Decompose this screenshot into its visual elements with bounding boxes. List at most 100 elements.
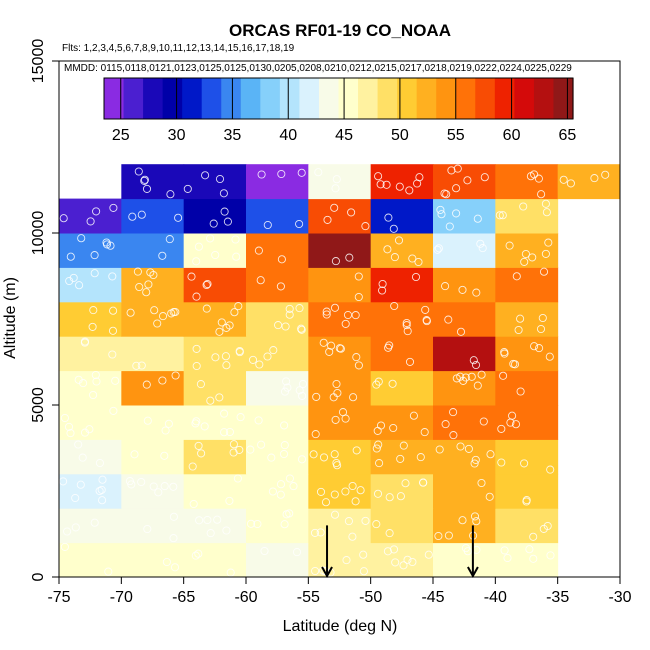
sample-point [137, 361, 146, 370]
heatmap-cell [370, 267, 434, 303]
chart-title: ORCAS RF01-19 CO_NOAA [229, 21, 451, 40]
sample-point [183, 184, 192, 193]
sample-point [71, 523, 80, 532]
x-tick-label: -65 [172, 589, 195, 606]
sample-point [146, 268, 155, 277]
sample-point [277, 169, 286, 179]
sample-point [323, 215, 332, 224]
sample-point [329, 393, 338, 402]
sample-point [445, 222, 454, 231]
sample-point [263, 220, 272, 230]
sample-point [434, 531, 443, 541]
sample-point [390, 301, 399, 311]
sample-point [348, 481, 357, 491]
colorbar-swatch [514, 78, 535, 119]
sample-point [521, 249, 530, 259]
sample-point [499, 371, 508, 380]
colorbar-tick-label: 25 [112, 127, 130, 144]
sample-point [90, 269, 99, 278]
heatmap-cell [370, 370, 434, 406]
sample-point [223, 217, 232, 226]
sample-point [395, 182, 404, 191]
sample-point [86, 217, 95, 226]
heatmap-cell [121, 267, 185, 303]
heatmap-cell [59, 233, 122, 268]
sample-point [109, 306, 118, 315]
heatmap-cell [246, 405, 309, 440]
x-tick-label: -50 [359, 589, 382, 606]
sample-point [372, 520, 381, 529]
sample-point [297, 455, 307, 464]
sample-point [534, 174, 543, 183]
sample-point [260, 546, 269, 556]
sample-point [108, 350, 117, 359]
x-tick-label: -40 [484, 589, 507, 606]
sample-point [171, 371, 180, 380]
sample-point [280, 520, 289, 529]
sample-point [351, 311, 360, 320]
sample-point [66, 252, 75, 261]
sample-point [153, 319, 162, 328]
heatmap-cell [433, 336, 496, 372]
sample-point [415, 173, 424, 182]
sample-point [354, 361, 363, 370]
heatmap-cell [121, 233, 185, 268]
sample-point [538, 313, 547, 323]
sample-point [143, 416, 152, 425]
heatmap-cell [308, 233, 372, 268]
sample-point [285, 310, 294, 319]
heatmap-cell [433, 473, 496, 509]
heatmap-cell [370, 336, 434, 372]
sample-point [231, 235, 240, 244]
heatmap-cell [183, 267, 247, 303]
sample-point [435, 445, 444, 454]
sample-point [206, 529, 215, 538]
sample-point [385, 493, 394, 502]
sample-point [477, 478, 486, 488]
colorbar-swatch [182, 78, 203, 119]
sample-point [222, 323, 231, 332]
sample-point [505, 241, 514, 250]
sample-point [142, 288, 151, 297]
sample-point [469, 356, 478, 365]
colorbar-tick-label: 60 [503, 127, 521, 144]
sample-point [285, 474, 294, 483]
sample-point [420, 428, 429, 437]
heatmap-cell [370, 508, 434, 544]
sample-point [279, 449, 289, 459]
colorbar-swatch [318, 78, 340, 119]
sample-point [449, 408, 458, 417]
sample-point [188, 462, 197, 471]
sample-point [375, 459, 384, 468]
sample-point [289, 482, 298, 491]
sample-point [388, 379, 397, 388]
heatmap-cell [121, 164, 185, 200]
sample-point [206, 396, 215, 405]
sample-point [164, 419, 173, 428]
sample-point [142, 184, 152, 193]
sample-point [441, 420, 450, 429]
sample-point [90, 518, 99, 527]
sample-point [65, 276, 74, 286]
sample-point [546, 465, 555, 474]
colorbar-swatch [455, 78, 476, 119]
sample-point [472, 288, 481, 297]
sample-point [441, 282, 450, 291]
sample-point [60, 413, 69, 423]
sample-point [479, 417, 488, 426]
colorbar-tick-label: 30 [168, 127, 186, 144]
sample-point [338, 408, 348, 417]
sample-point [514, 325, 523, 335]
sample-point [295, 386, 304, 395]
sample-point [97, 485, 106, 494]
sample-point [516, 314, 525, 323]
sample-point [539, 267, 549, 276]
sample-point [63, 527, 72, 536]
heatmap-cell [121, 370, 185, 406]
sample-point [108, 326, 118, 335]
sample-point [344, 517, 353, 526]
sample-point [321, 498, 331, 507]
sample-point [229, 440, 238, 449]
sample-point [444, 315, 453, 324]
sample-point [215, 174, 225, 184]
